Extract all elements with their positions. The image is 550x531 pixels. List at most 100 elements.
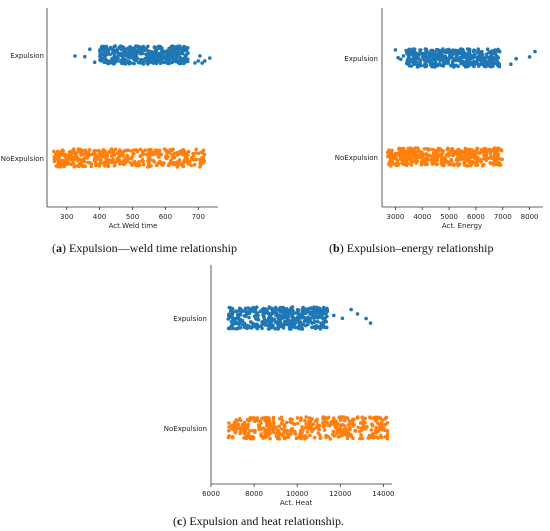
panel-c-point-expulsion (316, 320, 320, 324)
panel-b-point-expulsion (464, 65, 468, 69)
panel-c-point-expulsion (321, 305, 326, 310)
panel-a-ticks: 300 400 500 600 700 (60, 207, 205, 221)
panel-a-xlabel: Act.Weld time (109, 222, 158, 230)
panel-b-point-expulsion (448, 53, 452, 57)
panel-c-point-expulsion (254, 317, 259, 321)
panel-c-point-noexpulsion (246, 423, 250, 428)
panel-a-point-noexpulsion (77, 161, 82, 166)
panel-b-point-noexpulsion (462, 150, 467, 154)
panel-b-point-noexpulsion (390, 161, 395, 165)
panel-a-point-noexpulsion (75, 155, 80, 160)
panel-b-xlabel: Act. Energy (442, 222, 482, 230)
panel-b-point-expulsion (485, 63, 490, 67)
panel-a-point-noexpulsion (177, 160, 181, 164)
panel-c-point-expulsion (239, 307, 243, 312)
panel-b-point-noexpulsion (445, 147, 450, 152)
panel-c-point-expulsion (288, 324, 292, 329)
panel-c-point-noexpulsion (299, 416, 303, 420)
panel-c-point-noexpulsion (368, 415, 372, 420)
panel-c-point-expulsion (318, 312, 323, 316)
panel-c-point-noexpulsion (300, 425, 304, 429)
panel-b-outlier-expulsion (393, 48, 398, 52)
panel-a-point-expulsion (151, 61, 155, 65)
panel-a-ylabel-expulsion: Expulsion (10, 52, 44, 60)
panel-a-point-noexpulsion (132, 159, 137, 164)
panel-c-point-noexpulsion (300, 428, 304, 432)
panel-c-point-noexpulsion (305, 430, 310, 434)
panel-c-outlier-expulsion (364, 316, 368, 321)
panel-c-point-expulsion (304, 317, 309, 321)
panel-c-point-noexpulsion (256, 423, 261, 427)
panel-c-point-noexpulsion (280, 433, 285, 437)
panel-a-point-noexpulsion (143, 148, 147, 152)
panel-c-point-noexpulsion (230, 435, 235, 439)
panel-c-point-expulsion (227, 305, 232, 310)
panel-a-point-expulsion (126, 46, 131, 50)
panel-c-point-expulsion (247, 325, 252, 330)
panel-c-point-noexpulsion (244, 433, 248, 438)
panel-b-point-expulsion (469, 56, 473, 61)
panel-a-point-noexpulsion (59, 164, 63, 169)
panel-a-point-noexpulsion (118, 162, 122, 166)
panel-b-point-noexpulsion (455, 152, 460, 157)
panel-a-point-expulsion (151, 52, 156, 56)
panel-b-point-noexpulsion (425, 153, 429, 157)
panel-b-point-expulsion (418, 60, 422, 64)
panel-b-point-noexpulsion (457, 157, 461, 162)
panel-a-point-expulsion (158, 61, 163, 65)
panel-b-point-expulsion (406, 52, 410, 57)
panel-a-point-noexpulsion (56, 160, 61, 165)
panel-a-point-expulsion (119, 53, 123, 58)
panel-b-point-expulsion (434, 48, 439, 52)
panel-c-ylabel-expulsion: Expulsion (173, 315, 207, 323)
panel-a-point-noexpulsion (113, 147, 118, 152)
panel-c-point-noexpulsion (280, 421, 284, 426)
panel-c-point-noexpulsion (290, 417, 295, 422)
panel-a-point-noexpulsion (89, 164, 94, 169)
panel-b-point-expulsion (430, 64, 435, 69)
panel-a-point-noexpulsion (94, 156, 98, 161)
panel-a-point-noexpulsion (124, 148, 129, 153)
panel-a-point-noexpulsion (141, 162, 146, 167)
panel-c-point-expulsion (243, 324, 248, 329)
panel-a-point-expulsion (133, 56, 137, 61)
panel-c-point-expulsion (302, 319, 307, 324)
caption-b: (b) Expulsion–energy relationship (329, 241, 494, 255)
panel-a-point-expulsion (129, 46, 134, 50)
panel-a-point-expulsion (148, 51, 153, 55)
panel-a-point-noexpulsion (75, 158, 80, 163)
panel-a-point-expulsion (116, 56, 120, 60)
panel-c-point-noexpulsion (349, 433, 353, 437)
panel-c-point-expulsion (281, 305, 286, 310)
panel-b-point-expulsion (442, 55, 447, 59)
panel-c-point-noexpulsion (379, 420, 384, 425)
panel-c-point-expulsion (269, 324, 274, 328)
panel-a-ylabel-noexpulsion: NoExpulsion (1, 155, 44, 163)
panel-a-point-noexpulsion (189, 157, 194, 162)
panel-c-point-expulsion (298, 315, 303, 319)
panel-a-point-noexpulsion (192, 162, 197, 167)
panel-a-point-noexpulsion (194, 147, 198, 152)
panel-a-point-noexpulsion (126, 155, 130, 159)
panel-c-point-noexpulsion (338, 418, 343, 423)
panel-c-point-noexpulsion (271, 415, 276, 420)
panel-c-heat: Expulsion NoExpulsion Act. Heat 6000 8000… (164, 265, 395, 507)
panel-c-point-noexpulsion (257, 427, 262, 432)
panel-b-point-expulsion (472, 61, 477, 65)
panel-b-point-expulsion (410, 58, 414, 63)
panel-b-point-expulsion (407, 47, 412, 52)
panel-b-point-noexpulsion (414, 150, 418, 154)
panel-c-point-noexpulsion (321, 424, 326, 429)
panel-b-point-expulsion (413, 56, 418, 61)
panel-c-xlabel: Act. Heat (280, 499, 313, 507)
panel-c-point-expulsion (301, 305, 306, 310)
panel-b-point-expulsion (444, 60, 449, 65)
panel-b-point-expulsion (454, 54, 459, 58)
panel-c-point-expulsion (319, 308, 324, 312)
panel-a-point-noexpulsion (58, 158, 62, 162)
panel-c-point-expulsion (243, 306, 248, 311)
panel-b-point-noexpulsion (437, 147, 441, 151)
panel-c-point-expulsion (278, 305, 283, 310)
panel-c-point-expulsion (304, 311, 308, 316)
panel-b-point-expulsion (435, 53, 440, 57)
